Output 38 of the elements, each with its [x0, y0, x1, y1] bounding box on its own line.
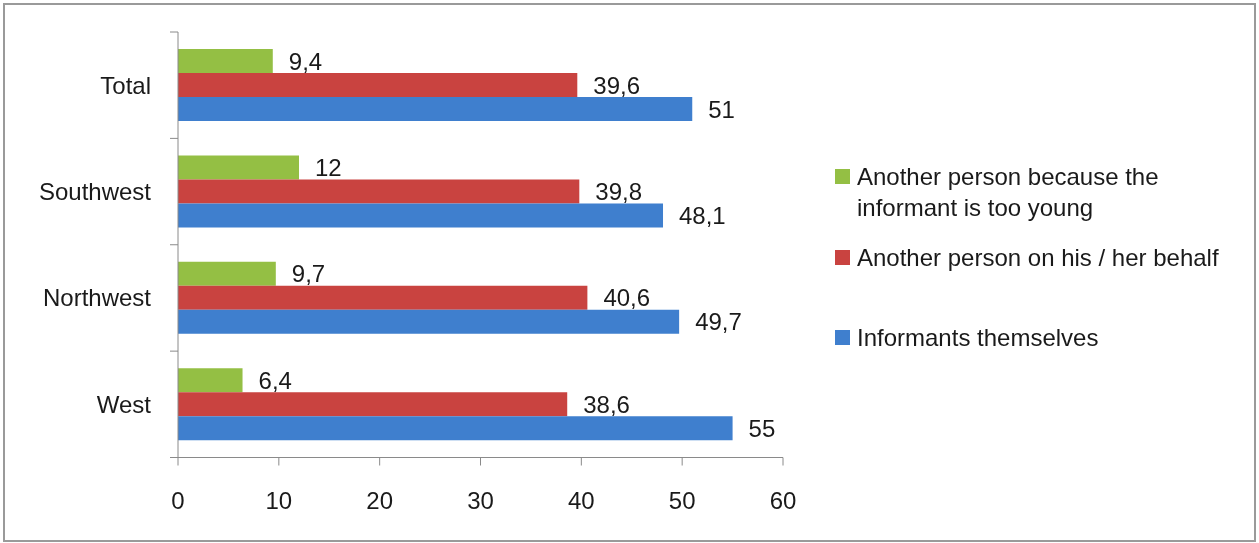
- legend-label: Another person because the informant is too young: [857, 162, 1160, 223]
- data-label: 55: [748, 414, 776, 442]
- bar: [178, 203, 664, 228]
- data-label: 6,4: [258, 366, 292, 394]
- data-label: 38,6: [583, 390, 630, 418]
- bar: [178, 309, 680, 334]
- y-tick-label: Northwest: [42, 284, 152, 312]
- data-label: 9,7: [291, 260, 326, 288]
- data-label: 39,6: [593, 71, 641, 99]
- data-label: 9,4: [288, 47, 323, 75]
- x-tick-label: 50: [668, 486, 696, 514]
- x-tick-label: 0: [171, 486, 185, 514]
- legend-label: Informants themselves: [857, 323, 1100, 353]
- data-label: 51: [708, 95, 735, 123]
- x-tick-label: 60: [769, 486, 797, 514]
- data-label: 49,7: [695, 308, 742, 336]
- x-tick-label: 10: [265, 486, 293, 514]
- bar: [178, 392, 568, 417]
- legend-label: Another person on his / her behalf: [857, 242, 1220, 273]
- data-label: 40,6: [603, 284, 651, 312]
- y-tick-label: Southwest: [38, 178, 152, 206]
- x-tick-label: 20: [366, 486, 394, 514]
- bar: [178, 49, 273, 73]
- bar: [178, 155, 299, 180]
- bar: [178, 416, 733, 441]
- x-tick-label: 30: [467, 486, 494, 514]
- x-tick-label: 40: [567, 486, 595, 514]
- data-label: 39,8: [595, 177, 643, 205]
- bar: [178, 285, 588, 310]
- bar: [178, 261, 276, 286]
- bar: [178, 368, 243, 393]
- bar: [178, 97, 693, 121]
- data-label: 12: [315, 153, 342, 181]
- bar: [178, 73, 578, 97]
- y-tick-label: West: [96, 390, 152, 418]
- y-tick-label: Total: [100, 71, 151, 99]
- data-label: 48,1: [679, 201, 726, 229]
- bar: [178, 179, 580, 204]
